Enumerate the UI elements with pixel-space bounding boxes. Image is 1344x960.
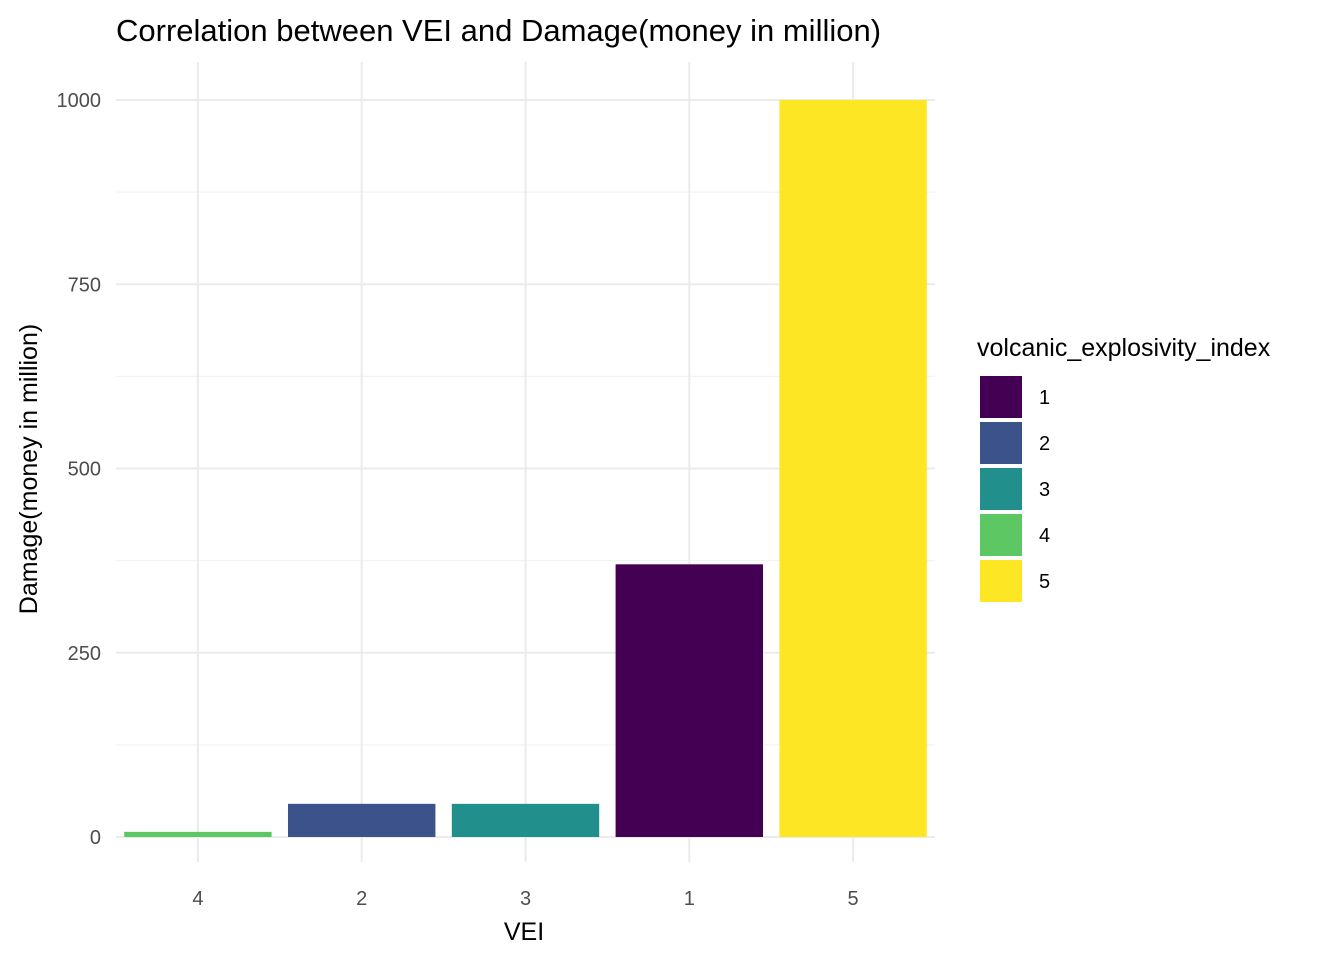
x-tick-label: 2 (356, 888, 367, 910)
bar-vei-1 (615, 564, 764, 837)
legend-items: 1 2 3 4 5 (980, 376, 1050, 602)
legend-label-1: 1 (1039, 387, 1050, 409)
x-tick-label: 1 (684, 888, 695, 910)
plot-bars (124, 100, 927, 837)
legend-key-4 (980, 514, 1022, 556)
y-tick-label: 0 (90, 827, 101, 849)
x-axis-ticks: 4 2 3 1 5 (192, 888, 858, 910)
bar-vei-4 (124, 831, 272, 837)
x-tick-label: 4 (192, 888, 203, 910)
bar-vei-5 (779, 100, 927, 837)
bar-vei-2 (287, 803, 436, 837)
y-axis-title: Damage(money in million) (15, 324, 43, 614)
x-axis-title: VEI (504, 918, 544, 946)
legend-label-5: 5 (1039, 571, 1050, 593)
legend-key-1 (980, 376, 1022, 418)
legend-key-5 (980, 560, 1022, 602)
legend-key-3 (980, 468, 1022, 510)
y-tick-label: 500 (68, 459, 101, 481)
legend-label-4: 4 (1039, 525, 1050, 547)
y-tick-label: 250 (68, 643, 101, 665)
x-tick-label: 3 (520, 888, 531, 910)
x-tick-label: 5 (848, 888, 859, 910)
y-axis-ticks: 0 250 500 750 1000 (57, 90, 102, 849)
legend-title: volcanic_explosivity_index (977, 334, 1271, 362)
y-tick-label: 750 (68, 274, 101, 296)
legend-label-2: 2 (1039, 433, 1050, 455)
chart-title: Correlation between VEI and Damage(money… (116, 13, 881, 48)
legend: volcanic_explosivity_index 1 2 3 4 5 (977, 334, 1271, 602)
y-tick-label: 1000 (57, 90, 102, 112)
bar-vei-3 (451, 803, 600, 837)
legend-label-3: 3 (1039, 479, 1050, 501)
legend-key-2 (980, 422, 1022, 464)
